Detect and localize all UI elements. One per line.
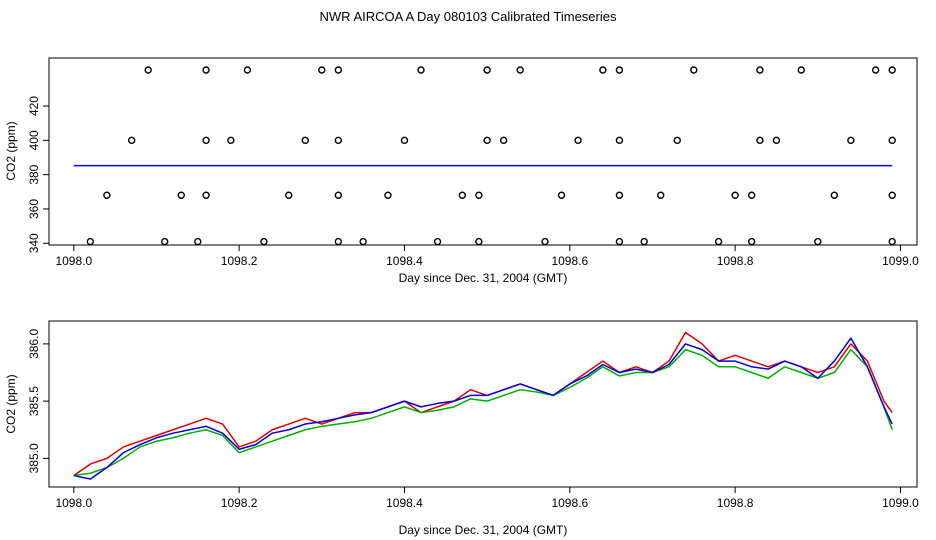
bottom-x-tick-label: 1098.2: [221, 496, 258, 510]
calibration-point: [400, 136, 409, 145]
bottom-plot-frame: [48, 320, 918, 488]
top-y-tick-label: 380: [27, 164, 41, 184]
top-y-axis-label: CO2 (ppm): [4, 121, 18, 180]
calibration-point: [756, 136, 764, 145]
calibration-point: [334, 237, 343, 246]
calibration-point: [657, 191, 665, 199]
calibration-point: [334, 191, 343, 199]
calibration-point: [871, 66, 880, 74]
calibration-point: [797, 66, 805, 74]
calibration-point: [127, 136, 136, 145]
calibration-point: [574, 136, 582, 145]
calibration-point: [557, 191, 566, 199]
calibration-point: [227, 136, 235, 145]
top-x-tick-label: 1098.4: [386, 254, 423, 268]
calibration-point: [714, 237, 723, 246]
page-title: NWR AIRCOA A Day 080103 Calibrated Times…: [319, 9, 617, 24]
bottom-panel: 1098.0 1098.2 1098.4 1098.6 1098.8 1099.0 385…: [4, 320, 919, 537]
bottom-x-tick-label: 1099.0: [882, 496, 919, 510]
bottom-series-group: [73, 331, 893, 480]
calibration-point: [103, 191, 111, 199]
calibration-point: [334, 66, 343, 74]
top-y-tick-label: 400: [27, 130, 41, 150]
calibration-point: [161, 237, 169, 246]
bottom-x-axis: 1098.0 1098.2 1098.4 1098.6 1098.8 1099.0: [55, 487, 919, 510]
series-line-green: [73, 348, 893, 477]
top-x-tick-label: 1099.0: [882, 254, 919, 268]
calibration-point: [814, 237, 822, 246]
calibration-point: [772, 136, 781, 145]
top-y-axis: 340 360 380 400 420: [27, 96, 49, 253]
bottom-x-tick-label: 1098.6: [551, 496, 588, 510]
calibration-point: [499, 136, 508, 145]
top-x-tick-label: 1098.6: [551, 254, 588, 268]
calibration-point: [888, 191, 896, 199]
calibration-point: [747, 237, 756, 246]
calibration-point: [318, 66, 326, 74]
calibration-point: [483, 66, 491, 74]
bottom-x-axis-label: Day since Dec. 31, 2004 (GMT): [399, 523, 568, 537]
calibration-point: [690, 66, 698, 74]
calibration-point: [384, 191, 392, 199]
calibration-point: [483, 136, 491, 145]
top-x-tick-label: 1098.0: [55, 254, 92, 268]
calibration-point: [888, 136, 896, 145]
calibration-point: [433, 237, 442, 246]
calibration-point: [202, 191, 210, 199]
top-x-tick-label: 1098.8: [717, 254, 754, 268]
calibration-point: [144, 66, 152, 74]
calibration-point: [475, 191, 483, 199]
calibration-point: [541, 237, 549, 246]
bottom-y-axis-label: CO2 (ppm): [4, 374, 18, 433]
bottom-y-tick-label: 385.5: [27, 386, 41, 416]
calibration-point: [640, 237, 648, 246]
calibration-point: [747, 191, 756, 199]
calibration-point: [615, 136, 624, 145]
calibration-point: [202, 66, 210, 74]
top-y-tick-label: 340: [27, 233, 41, 253]
top-y-tick-label: 360: [27, 199, 41, 219]
calibration-point: [458, 191, 467, 199]
top-x-tick-label: 1098.2: [221, 254, 258, 268]
calibration-point: [847, 136, 855, 145]
calibration-point: [194, 237, 202, 246]
bottom-x-tick-label: 1098.4: [386, 496, 423, 510]
calibration-point: [475, 237, 483, 246]
bottom-y-axis: 385.0 385.5 386.0: [27, 329, 49, 473]
calibration-point: [756, 66, 764, 74]
top-points-group: [86, 66, 896, 246]
top-plot-frame: [48, 57, 918, 246]
calibration-point: [888, 237, 896, 246]
bottom-x-tick-label: 1098.8: [717, 496, 754, 510]
calibration-point: [516, 66, 524, 74]
bottom-y-tick-label: 386.0: [27, 329, 41, 359]
calibration-point: [615, 191, 624, 199]
calibration-point: [285, 191, 293, 199]
calibration-point: [830, 191, 839, 199]
top-x-axis: 1098.0 1098.2 1098.4 1098.6 1098.8 1099.0: [55, 245, 919, 268]
calibration-point: [260, 237, 268, 246]
calibration-point: [731, 191, 739, 199]
calibration-point: [177, 191, 185, 199]
calibration-point: [334, 136, 343, 145]
bottom-y-tick-label: 385.0: [27, 443, 41, 473]
calibration-point: [599, 66, 607, 74]
calibration-point: [615, 237, 624, 246]
series-line-red: [73, 331, 893, 477]
calibration-point: [86, 237, 95, 246]
calibration-point: [673, 136, 681, 145]
calibration-point: [417, 66, 425, 74]
top-x-axis-label: Day since Dec. 31, 2004 (GMT): [399, 271, 568, 285]
top-y-tick-label: 420: [27, 96, 41, 116]
calibration-point: [202, 136, 210, 145]
bottom-x-tick-label: 1098.0: [55, 496, 92, 510]
calibration-point: [888, 66, 896, 74]
top-panel: 1098.0 1098.2 1098.4 1098.6 1098.8 1099.0 340…: [4, 57, 919, 285]
calibration-point: [615, 66, 624, 74]
calibration-point: [359, 237, 367, 246]
calibration-point: [301, 136, 309, 145]
calibration-point: [243, 66, 252, 74]
series-line-blue: [73, 337, 893, 480]
